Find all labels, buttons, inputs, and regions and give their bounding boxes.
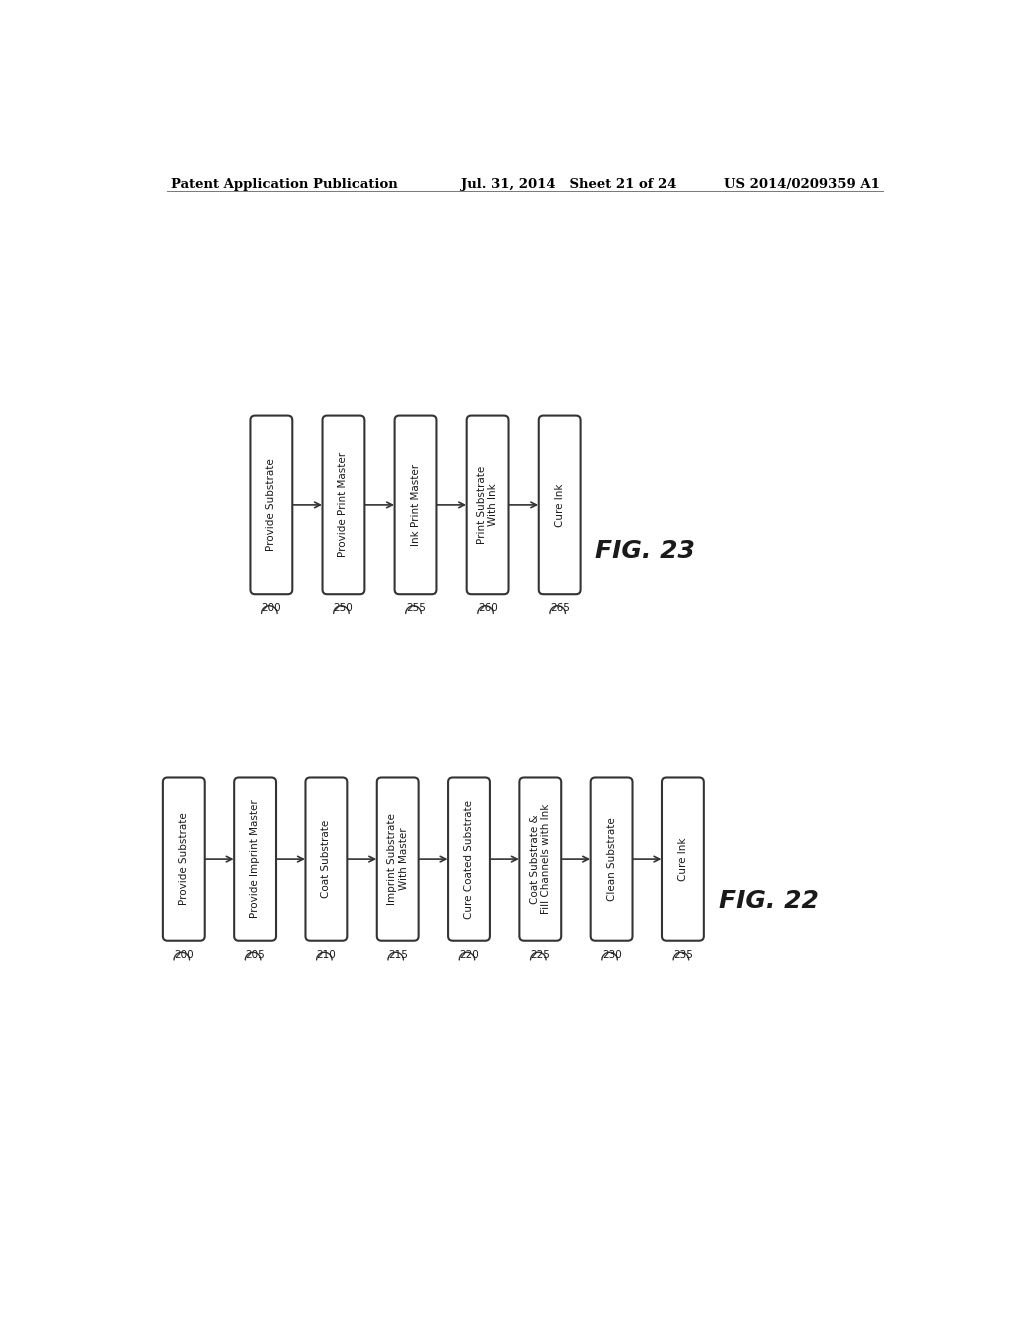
FancyBboxPatch shape [234,777,276,941]
Text: 260: 260 [478,603,498,614]
Text: US 2014/0209359 A1: US 2014/0209359 A1 [724,178,880,190]
Text: Coat Substrate: Coat Substrate [322,820,332,898]
Text: Print Substrate
With Ink: Print Substrate With Ink [477,466,499,544]
Text: 255: 255 [406,603,426,614]
Text: Jul. 31, 2014   Sheet 21 of 24: Jul. 31, 2014 Sheet 21 of 24 [461,178,677,190]
Text: Coat Substrate &
Fill Channels with Ink: Coat Substrate & Fill Channels with Ink [529,804,551,915]
Text: 265: 265 [550,603,569,614]
Text: 200: 200 [261,603,282,614]
FancyBboxPatch shape [251,416,292,594]
Text: FIG. 22: FIG. 22 [719,890,818,913]
FancyBboxPatch shape [163,777,205,941]
Text: Ink Print Master: Ink Print Master [411,463,421,546]
Text: 225: 225 [530,950,551,960]
Text: 220: 220 [459,950,479,960]
FancyBboxPatch shape [323,416,365,594]
Text: 200: 200 [174,950,194,960]
Text: Provide Substrate: Provide Substrate [179,813,188,906]
Text: Patent Application Publication: Patent Application Publication [171,178,397,190]
FancyBboxPatch shape [539,416,581,594]
Text: Clean Substrate: Clean Substrate [606,817,616,902]
Text: Provide Substrate: Provide Substrate [266,458,276,552]
FancyBboxPatch shape [394,416,436,594]
FancyBboxPatch shape [467,416,509,594]
Text: 250: 250 [334,603,353,614]
Text: Cure Ink: Cure Ink [678,837,688,880]
Text: 205: 205 [246,950,265,960]
Text: Cure Coated Substrate: Cure Coated Substrate [464,800,474,919]
Text: Cure Ink: Cure Ink [555,483,564,527]
FancyBboxPatch shape [662,777,703,941]
Text: Imprint Substrate
With Master: Imprint Substrate With Master [387,813,409,906]
Text: Provide Imprint Master: Provide Imprint Master [250,800,260,919]
Text: 230: 230 [602,950,622,960]
FancyBboxPatch shape [591,777,633,941]
Text: FIG. 23: FIG. 23 [595,539,695,564]
FancyBboxPatch shape [377,777,419,941]
Text: Provide Print Master: Provide Print Master [339,453,348,557]
FancyBboxPatch shape [305,777,347,941]
Text: 210: 210 [316,950,337,960]
FancyBboxPatch shape [519,777,561,941]
Text: 215: 215 [388,950,408,960]
FancyBboxPatch shape [449,777,489,941]
Text: 235: 235 [673,950,693,960]
